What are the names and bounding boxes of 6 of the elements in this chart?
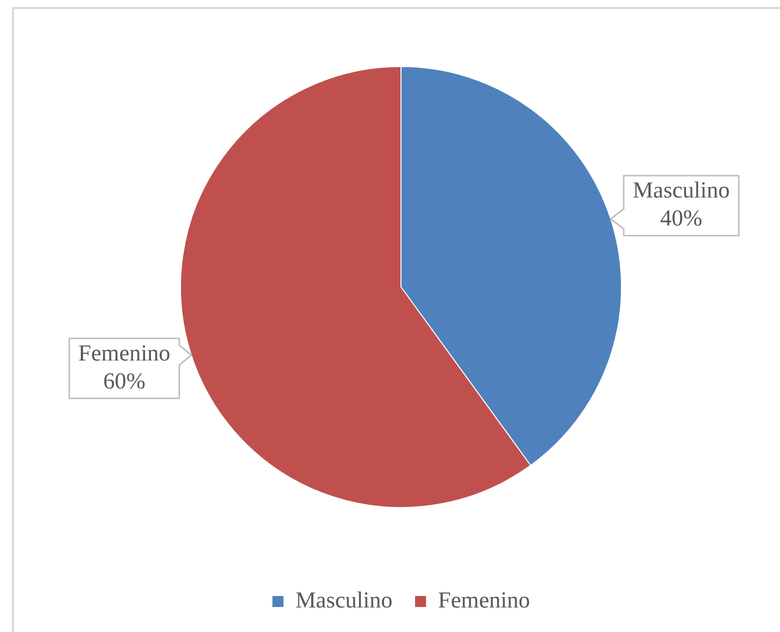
- legend-label: Femenino: [438, 588, 530, 613]
- legend-label: Masculino: [295, 588, 393, 613]
- slice-label: Femenino: [78, 340, 170, 366]
- data-label: 40%: [660, 206, 702, 231]
- data-label: 60%: [103, 368, 146, 394]
- slice-label: Masculino: [632, 178, 730, 203]
